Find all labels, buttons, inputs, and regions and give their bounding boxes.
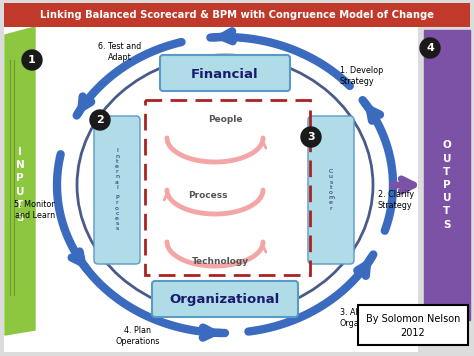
FancyBboxPatch shape xyxy=(160,55,290,91)
Text: I
N
P
U
T
S: I N P U T S xyxy=(16,147,24,223)
Text: Organizational: Organizational xyxy=(170,293,280,307)
Text: 1: 1 xyxy=(28,55,36,65)
Text: 4. Plan
Operations: 4. Plan Operations xyxy=(116,326,160,346)
Bar xyxy=(358,305,468,345)
Text: Technology: Technology xyxy=(191,257,248,267)
Bar xyxy=(4,27,418,352)
Text: 2: 2 xyxy=(96,115,104,125)
Text: 5. Monitor
and Learn: 5. Monitor and Learn xyxy=(14,200,55,220)
Text: 3: 3 xyxy=(307,132,315,142)
Circle shape xyxy=(420,38,440,58)
Circle shape xyxy=(301,127,321,147)
Text: 4: 4 xyxy=(426,43,434,53)
Text: C
u
s
t
o
m
e
r: C u s t o m e r xyxy=(328,169,334,211)
Text: By Solomon Nelson
2012: By Solomon Nelson 2012 xyxy=(366,314,460,338)
Text: Process: Process xyxy=(188,190,228,199)
Text: Linking Balanced Scorecard & BPM with Congruence Model of Change: Linking Balanced Scorecard & BPM with Co… xyxy=(40,10,434,21)
Text: O
U
T
P
U
T
S: O U T P U T S xyxy=(443,140,451,230)
Text: 6. Test and
Adapt: 6. Test and Adapt xyxy=(99,42,142,62)
Bar xyxy=(145,100,310,275)
Polygon shape xyxy=(424,30,470,320)
Circle shape xyxy=(90,110,110,130)
Text: 2. Clarify
Strategy: 2. Clarify Strategy xyxy=(378,190,414,210)
Text: 3. Align the
Organization: 3. Align the Organization xyxy=(340,308,392,328)
FancyBboxPatch shape xyxy=(152,281,298,317)
FancyBboxPatch shape xyxy=(94,116,140,264)
Text: 1. Develop
Strategy: 1. Develop Strategy xyxy=(340,66,383,86)
FancyBboxPatch shape xyxy=(308,116,354,264)
Polygon shape xyxy=(5,27,35,335)
Bar xyxy=(4,3,470,27)
Circle shape xyxy=(22,50,42,70)
Text: People: People xyxy=(208,115,242,125)
Text: Financial: Financial xyxy=(191,68,259,80)
Text: I
n
t
e
r
n
a
l
 
P
r
o
c
e
s
s: I n t e r n a l P r o c e s s xyxy=(115,148,119,231)
